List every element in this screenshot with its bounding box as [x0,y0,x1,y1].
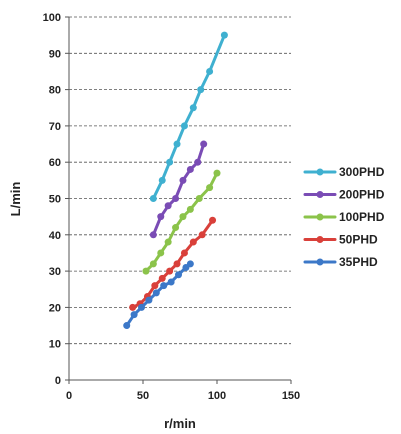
data-point-200PHD [157,213,165,221]
data-point-35PHD [145,296,153,304]
data-point-100PHD [179,213,187,221]
series-line-35PHD [125,262,192,328]
legend-label: 200PHD [339,188,385,202]
data-point-50PHD [189,238,197,246]
data-point-200PHD [186,165,194,173]
y-tick-label: 40 [49,230,61,242]
legend-item-35PHD: 35PHD [303,255,378,269]
data-point-300PHD [166,158,174,166]
y-tick-label: 20 [49,302,61,314]
data-point-200PHD [172,195,180,202]
series-line-100PHD [144,171,219,273]
data-point-35PHD [175,271,183,279]
x-tick-label: 100 [208,390,226,402]
data-point-200PHD [194,158,202,166]
series-100PHD [142,169,221,275]
data-point-100PHD [195,195,203,202]
data-point-35PHD [123,322,131,330]
legend-item-50PHD: 50PHD [303,233,378,247]
data-point-50PHD [158,274,166,282]
series-35PHD [123,260,194,330]
y-tick-label: 60 [49,157,61,169]
grid [69,16,291,345]
legend-swatch-marker [316,168,324,176]
legend-swatch-marker [316,258,324,266]
data-point-100PHD [157,249,165,257]
data-point-300PHD [206,67,214,75]
data-point-100PHD [206,184,214,192]
legend-item-300PHD: 300PHD [303,165,385,179]
series-layer [123,31,228,330]
y-tick-label: 10 [49,339,61,351]
y-tick-label: 70 [49,121,61,133]
data-point-50PHD [166,267,174,275]
data-point-100PHD [149,260,157,268]
y-tick-label: 90 [49,48,61,60]
legend-label: 100PHD [339,210,385,224]
data-point-300PHD [158,176,166,184]
y-tick-label: 80 [49,85,61,97]
data-point-300PHD [197,86,205,94]
data-point-35PHD [152,289,160,297]
legend-label: 300PHD [339,165,385,179]
y-axis-title: L/min [8,182,23,217]
x-axis-title: r/min [164,416,196,431]
data-point-35PHD [186,260,194,268]
y-tick-label: 100 [43,12,61,24]
legend-swatch-marker [316,191,324,198]
x-tick-label: 0 [66,390,72,402]
legend: 300PHD 200PHD 100PHD 50PHD 35PHD [303,165,385,269]
data-point-200PHD [164,202,172,210]
data-point-200PHD [200,140,208,148]
y-tick-label: 0 [55,375,61,387]
data-point-200PHD [179,176,187,184]
y-tick-label: 30 [49,266,61,278]
data-point-300PHD [173,140,181,148]
data-point-50PHD [151,282,159,290]
data-point-100PHD [142,267,150,275]
data-point-35PHD [130,311,138,319]
legend-item-200PHD: 200PHD [303,188,385,202]
legend-label: 50PHD [339,233,378,247]
x-tick-label: 50 [137,390,149,402]
data-point-300PHD [189,104,197,112]
legend-swatch-marker [316,236,324,243]
legend-swatch-marker [316,213,324,221]
data-point-50PHD [198,231,206,239]
legend-item-100PHD: 100PHD [303,210,385,224]
data-point-50PHD [180,249,188,257]
data-point-300PHD [220,31,228,39]
series-200PHD [149,140,208,239]
data-point-100PHD [172,224,180,232]
legend-label: 35PHD [339,255,378,269]
data-point-50PHD [129,303,137,311]
data-point-100PHD [186,205,194,213]
data-point-100PHD [164,238,172,246]
data-point-300PHD [149,195,157,202]
data-point-100PHD [213,169,221,177]
data-point-35PHD [160,282,168,290]
data-point-200PHD [149,231,157,239]
data-point-35PHD [167,278,175,286]
axes: 0 10 20 30 40 50 60 70 80 90 100 0 50 100 150 [43,12,301,402]
y-tick-label: 50 [49,194,61,206]
x-tick-label: 150 [282,390,300,402]
series-300PHD [149,31,228,202]
data-point-50PHD [209,216,217,224]
data-point-50PHD [173,260,181,268]
data-point-300PHD [180,122,188,130]
data-point-35PHD [138,303,146,311]
